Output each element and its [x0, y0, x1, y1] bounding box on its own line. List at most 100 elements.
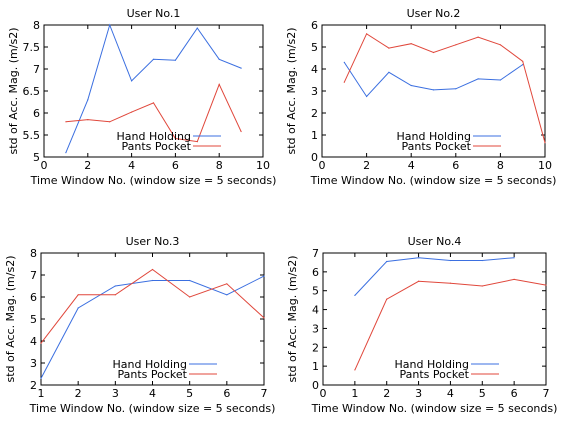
x-tick-label: 8	[497, 159, 504, 172]
data-point	[65, 152, 67, 154]
x-tick-label: 8	[216, 159, 223, 172]
data-point	[189, 296, 191, 298]
data-point	[354, 294, 356, 297]
data-point	[417, 257, 420, 259]
data-point	[513, 257, 515, 259]
data-point	[109, 24, 111, 26]
data-point	[481, 285, 483, 287]
y-tick-label: 5	[312, 285, 319, 298]
y-tick-label: 7.5	[23, 41, 41, 54]
legend-label: Hand Holding	[112, 358, 187, 371]
data-point	[189, 279, 191, 282]
x-tick-label: 6	[172, 159, 179, 172]
y-tick-label: 5	[33, 151, 40, 164]
y-tick-label: 8	[33, 19, 40, 32]
x-tick-label: 0	[319, 159, 326, 172]
data-point	[455, 88, 457, 90]
chart-title: User No.1	[127, 7, 181, 20]
data-point	[196, 27, 198, 29]
data-point	[449, 259, 452, 262]
x-tick-label: 6	[511, 387, 518, 400]
data-point	[410, 84, 412, 87]
data-point	[152, 58, 155, 60]
x-tick-label: 2	[383, 387, 390, 400]
y-tick-label: 6	[311, 19, 318, 32]
plot-frame	[322, 252, 547, 386]
data-point	[343, 81, 345, 83]
y-tick-label: 3	[311, 85, 318, 98]
y-tick-label: 1	[312, 360, 319, 373]
x-tick-label: 4	[128, 159, 135, 172]
x-tick-label: 4	[149, 387, 156, 400]
x-tick-label: 10	[538, 159, 552, 172]
data-point	[499, 79, 501, 81]
data-point	[386, 260, 388, 263]
x-axis-label: Time Window No. (window size = 5 seconds…	[30, 174, 277, 187]
data-point	[343, 61, 345, 64]
x-tick-label: 0	[41, 159, 48, 172]
data-point	[432, 51, 435, 54]
y-tick-label: 6.5	[23, 85, 41, 98]
y-axis-label: std of Acc. Mag. (m/s2)	[286, 256, 299, 383]
data-point	[40, 377, 42, 379]
legend-label: Hand Holding	[394, 358, 469, 371]
x-tick-label: 3	[112, 387, 119, 400]
y-axis-label: std of Acc. Mag. (m/s2)	[4, 256, 17, 383]
x-tick-label: 4	[408, 159, 415, 172]
data-point	[131, 80, 133, 82]
data-point	[545, 284, 547, 286]
data-point	[366, 33, 368, 35]
y-axis-label: std of Acc. Mag. (m/s2)	[7, 28, 20, 155]
x-tick-label: 2	[363, 159, 370, 172]
data-point	[87, 99, 89, 101]
y-tick-label: 0	[311, 151, 318, 164]
data-point	[388, 47, 390, 49]
data-point	[226, 283, 228, 285]
x-tick-label: 7	[543, 387, 550, 400]
data-point	[263, 275, 265, 277]
y-tick-label: 8	[30, 247, 37, 260]
data-point	[131, 111, 133, 113]
y-tick-label: 6	[30, 291, 37, 304]
x-tick-label: 6	[452, 159, 459, 172]
data-point	[114, 294, 116, 296]
data-point	[449, 282, 452, 284]
data-point	[410, 43, 412, 45]
y-tick-label: 6	[33, 107, 40, 120]
data-point	[417, 280, 420, 282]
data-point	[109, 121, 111, 123]
data-point	[263, 317, 265, 319]
chart-title: User No.2	[407, 7, 461, 20]
x-tick-label: 1	[38, 387, 45, 400]
data-point	[240, 130, 242, 133]
y-tick-label: 3	[312, 322, 319, 335]
y-tick-label: 5	[30, 313, 37, 326]
x-tick-label: 2	[75, 387, 82, 400]
data-point	[87, 119, 89, 121]
x-tick-label: 7	[261, 387, 268, 400]
y-tick-label: 6	[312, 266, 319, 279]
data-point	[218, 83, 220, 85]
data-point	[477, 78, 479, 80]
x-tick-label: 4	[447, 387, 454, 400]
legend-label: Pants Pocket	[402, 140, 472, 153]
y-tick-label: 5.5	[23, 129, 41, 142]
y-tick-label: 2	[312, 341, 319, 354]
y-tick-label: 7	[312, 247, 319, 260]
data-point	[196, 141, 198, 143]
data-point	[499, 44, 501, 46]
data-point	[65, 121, 67, 123]
y-tick-label: 4	[30, 335, 37, 348]
data-point	[432, 89, 435, 91]
legend-label: Hand Holding	[396, 130, 471, 143]
x-tick-label: 0	[320, 387, 327, 400]
legend-label: Pants Pocket	[400, 368, 470, 381]
data-point	[388, 71, 390, 73]
x-tick-label: 10	[256, 159, 270, 172]
data-point	[386, 298, 388, 300]
x-axis-label: Time Window No. (window size = 5 seconds…	[29, 402, 276, 415]
data-point	[152, 102, 155, 104]
data-point	[481, 259, 483, 262]
legend-label: Pants Pocket	[122, 140, 192, 153]
